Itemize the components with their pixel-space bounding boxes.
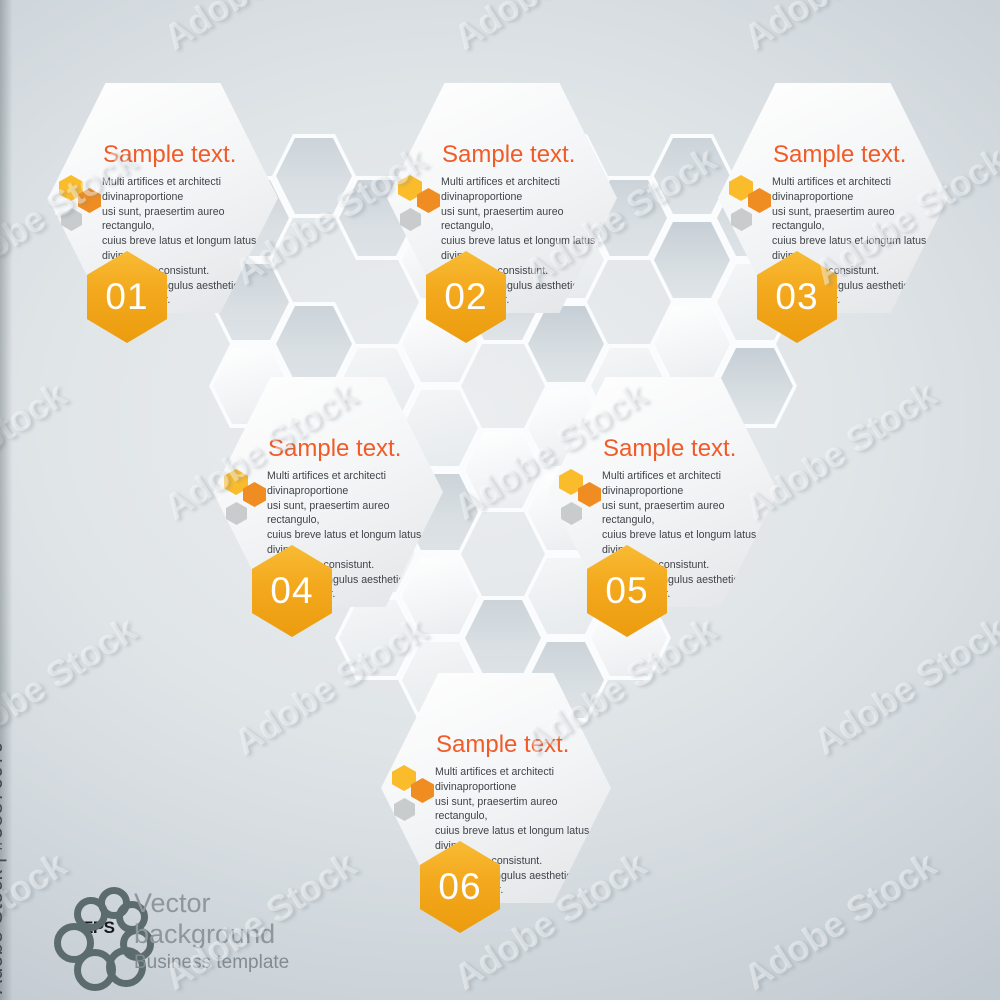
stock-credit-watermark: Adobe Stock | #58876070 [0,741,7,994]
panel-title: Sample text. [103,141,237,168]
orange-hexagon-icon [417,188,440,213]
gray-hexagon-icon [561,502,582,525]
orange-hexagon-icon [411,778,434,803]
footer-title: Vector background [134,888,276,949]
panel-title: Sample text. [603,435,737,462]
orange-hexagon-icon [748,188,771,213]
footer-credit-block: EPS Vector background Business template [0,880,420,991]
step-number: 05 [605,570,649,611]
info-panel-5: Sample text. Multi artifices et architec… [548,377,778,637]
hexagon-cluster-icon [222,469,268,531]
footer-subtitle: Business template [134,952,290,973]
hexagon-cluster-icon [727,175,773,237]
info-panel-1: Sample text. Multi artifices et architec… [48,83,278,343]
hexagon-cluster-icon [396,175,442,237]
hexagon-cluster-icon [390,765,436,827]
panel-title: Sample text. [268,435,402,462]
panel-title: Sample text. [442,141,576,168]
gray-hexagon-icon [400,208,421,231]
gray-hexagon-icon [61,208,82,231]
step-number: 02 [444,276,488,317]
step-number: 06 [438,866,482,907]
panel-title: Sample text. [436,731,570,758]
info-panel-2: Sample text. Multi artifices et architec… [387,83,617,343]
gray-hexagon-icon [394,798,415,821]
hexagon-cluster-icon [557,469,603,531]
hexagon-cluster-icon [57,175,103,237]
gray-hexagon-icon [226,502,247,525]
step-number: 03 [775,276,819,317]
step-number: 04 [270,570,314,611]
honeycomb-cell [650,218,734,302]
logo-ring-circle [54,923,94,963]
eps-logo: EPS [30,885,154,991]
logo-ring-circle [74,949,116,991]
honeycomb-cell [650,134,734,218]
step-number: 01 [105,276,149,317]
gray-hexagon-icon [731,208,752,231]
info-panel-3: Sample text. Multi artifices et architec… [718,83,948,343]
orange-hexagon-icon [78,188,101,213]
honeycomb-cell [398,554,482,638]
orange-hexagon-icon [578,482,601,507]
panel-title: Sample text. [773,141,907,168]
info-panel-4: Sample text. Multi artifices et architec… [213,377,443,637]
orange-hexagon-icon [243,482,266,507]
info-panel-6: Sample text. Multi artifices et architec… [381,673,611,933]
